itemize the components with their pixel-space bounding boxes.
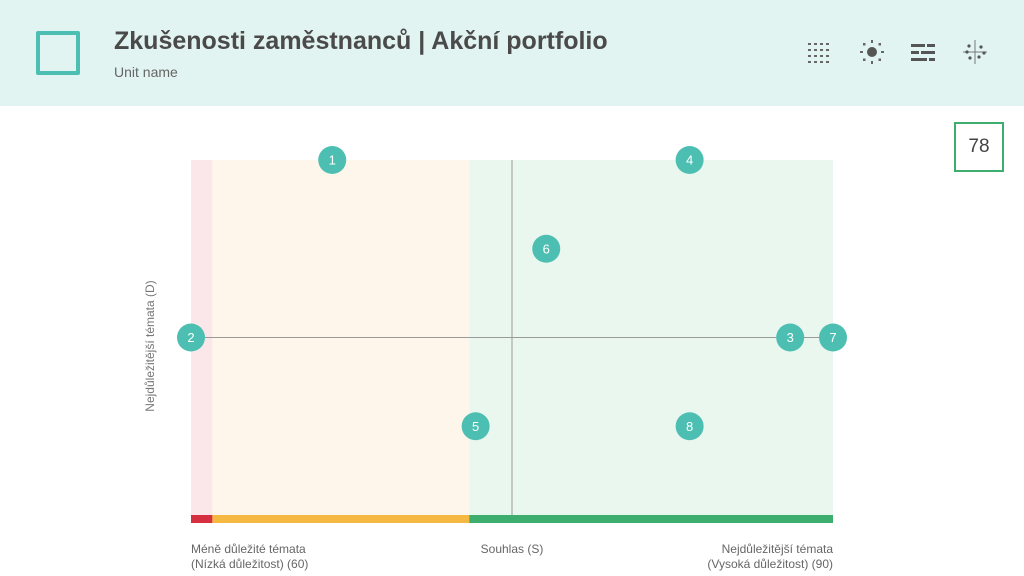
- data-point-label: 8: [686, 419, 693, 434]
- data-point-label: 6: [543, 241, 550, 256]
- data-point-label: 3: [787, 330, 794, 345]
- unit-name: Unit name: [114, 64, 178, 80]
- data-point-3[interactable]: 3: [776, 323, 805, 352]
- data-point-marker[interactable]: [318, 146, 347, 174]
- data-point-2[interactable]: 2: [177, 323, 205, 352]
- header-bar: Zkušenosti zaměstnanců | Akční portfolio…: [0, 0, 1024, 106]
- x-axis-left-title: Méně důležité témata: [191, 542, 306, 556]
- logo-square-icon: [36, 31, 80, 75]
- data-point-4[interactable]: 4: [675, 146, 704, 174]
- data-point-marker[interactable]: [675, 412, 704, 441]
- data-point-marker[interactable]: [461, 412, 490, 441]
- data-point-marker[interactable]: [776, 323, 805, 352]
- page-title: Zkušenosti zaměstnanců | Akční portfolio: [114, 27, 608, 55]
- data-point-5[interactable]: 5: [461, 412, 490, 441]
- data-point-8[interactable]: 8: [675, 412, 704, 441]
- zone-bar-red: [191, 515, 213, 523]
- data-point-label: 5: [472, 419, 479, 434]
- x-axis-left-label: Méně důležité témata (Nízká důležitost) …: [191, 542, 308, 572]
- zone-bars-layer: [191, 515, 833, 523]
- data-point-label: 1: [329, 153, 336, 168]
- data-point-marker[interactable]: [532, 234, 561, 263]
- scatter-icon[interactable]: [961, 38, 989, 66]
- sun-icon[interactable]: [858, 38, 886, 66]
- zone-bar-orange: [212, 515, 470, 523]
- data-point-label: 7: [829, 330, 836, 345]
- x-axis-center-label: Souhlas (S): [480, 542, 544, 556]
- data-point-1[interactable]: 1: [318, 146, 347, 174]
- x-axis-right-label: Nejdůležitější témata (Vysoká důležitost…: [707, 542, 833, 572]
- x-axis-left-subtitle: (Nízká důležitost) (60): [191, 557, 309, 571]
- data-point-marker[interactable]: [675, 146, 704, 174]
- x-axis-right-subtitle: (Vysoká důležitost) (90): [707, 557, 833, 571]
- data-point-label: 2: [187, 330, 194, 345]
- data-point-6[interactable]: 6: [532, 234, 561, 263]
- data-point-marker[interactable]: [177, 323, 205, 352]
- data-point-marker[interactable]: [819, 323, 847, 352]
- points-layer: 1 2 3 4 5 6 7 8: [177, 146, 847, 441]
- zone-bar-green: [469, 515, 833, 523]
- x-axis-right-title: Nejdůležitější témata: [721, 542, 833, 556]
- grid-numbers-icon[interactable]: [806, 38, 834, 66]
- score-badge: 78: [954, 122, 1004, 172]
- crosshair-layer: [191, 160, 833, 515]
- data-point-label: 4: [686, 153, 693, 168]
- sliders-icon[interactable]: [909, 38, 937, 66]
- data-point-7[interactable]: 7: [819, 323, 847, 352]
